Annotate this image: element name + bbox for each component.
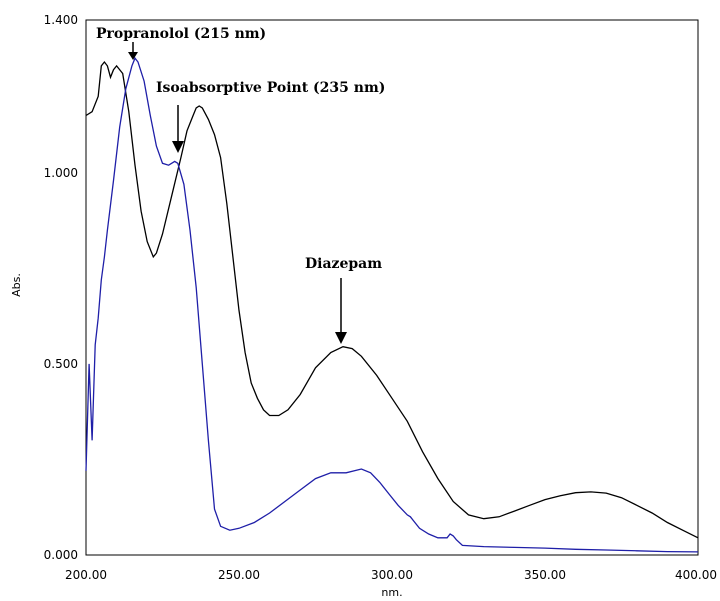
- series-line-diazepam: [85, 60, 699, 539]
- x-tick-label: 400.00: [675, 568, 717, 582]
- x-tick-label: 200.00: [65, 568, 107, 582]
- annotation-diazepam: Diazepam: [305, 256, 382, 272]
- y-tick-label: 0.000: [44, 548, 78, 562]
- annotations: Propranolol (215 nm) Isoabsorptive Point…: [96, 26, 385, 344]
- x-tick-label: 350.00: [524, 568, 566, 582]
- plot-area: [85, 19, 699, 556]
- y-tick-label: 1.000: [44, 166, 78, 180]
- y-tick-label: 1.400: [44, 13, 78, 27]
- x-tick-label: 250.00: [218, 568, 260, 582]
- arrow-isoabsorptive: [172, 105, 184, 153]
- series-line-propranolol: [85, 56, 699, 553]
- y-tick-label: 0.500: [44, 357, 78, 371]
- x-tick-label: 300.00: [371, 568, 413, 582]
- arrow-propranolol: [128, 42, 138, 60]
- arrow-diazepam: [335, 278, 347, 344]
- annotation-propranolol: Propranolol (215 nm): [96, 26, 266, 42]
- annotation-isoabsorptive: Isoabsorptive Point (235 nm): [156, 80, 385, 96]
- x-axis: 200.00 250.00 300.00 350.00 400.00 nm.: [65, 568, 717, 599]
- series-lines: [85, 56, 699, 553]
- y-axis-label: Abs.: [10, 273, 23, 297]
- y-axis: 1.400 1.000 0.500 0.000 Abs.: [10, 13, 78, 562]
- x-axis-label: nm.: [381, 586, 402, 599]
